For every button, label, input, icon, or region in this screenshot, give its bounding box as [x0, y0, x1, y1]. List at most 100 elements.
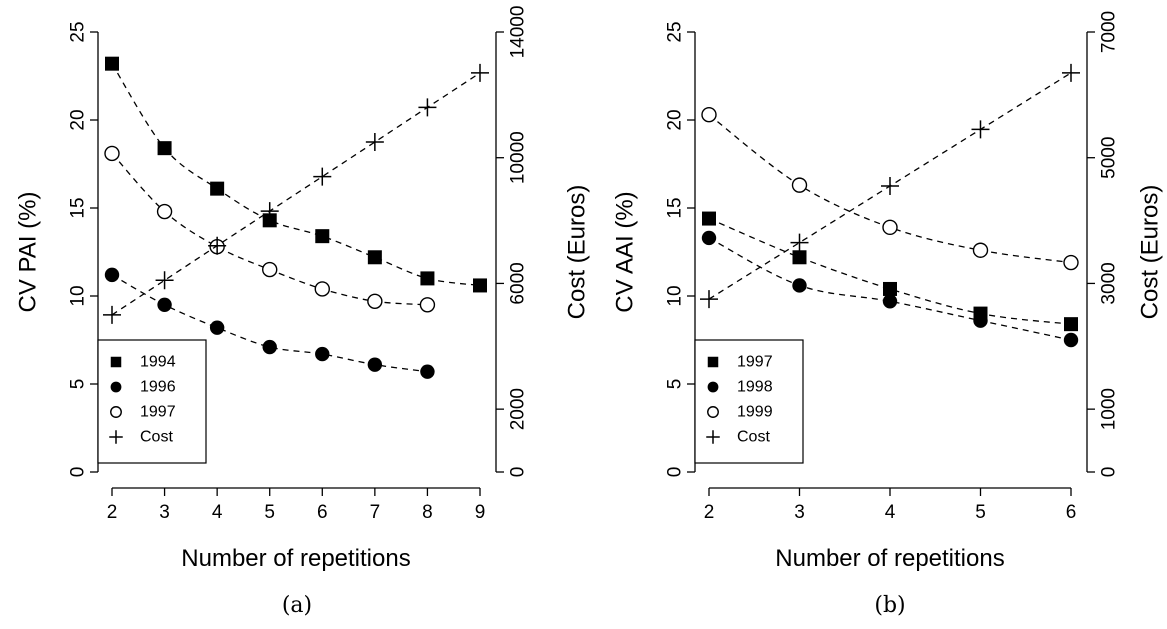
x-tick-label: 4	[212, 502, 223, 523]
panel-caption: (a)	[282, 593, 312, 618]
legend-marker	[110, 381, 122, 393]
legend-label: 1997	[737, 354, 773, 371]
data-point	[104, 145, 120, 162]
data-point	[418, 98, 437, 117]
data-point	[700, 290, 718, 309]
series-line	[111, 153, 428, 306]
data-point	[262, 339, 277, 355]
data-point	[367, 293, 383, 309]
data-point	[104, 267, 120, 283]
y-right-tick-label: 10000	[508, 131, 529, 184]
x-tick-label: 4	[885, 502, 896, 523]
data-point	[313, 167, 332, 186]
data-point	[156, 203, 173, 220]
data-point	[365, 133, 384, 151]
y-left-tick-label: 25	[665, 21, 686, 42]
series-cost	[700, 63, 1080, 309]
data-point	[314, 281, 330, 297]
data-point	[1063, 332, 1079, 348]
y-right-tick-label: 7000	[1099, 11, 1120, 53]
data-point	[971, 120, 990, 139]
data-point	[702, 211, 716, 226]
data-point	[882, 294, 898, 309]
x-tick-label: 6	[1066, 502, 1077, 523]
data-point	[315, 229, 330, 244]
y-left-tick-label: 25	[68, 21, 89, 42]
data-point	[209, 320, 225, 335]
series-line	[111, 63, 481, 287]
y-left-tick-label: 5	[665, 379, 686, 390]
y-left-tick-label: 15	[68, 197, 89, 218]
data-point	[881, 177, 899, 195]
data-point	[1062, 63, 1080, 82]
data-point	[792, 250, 807, 265]
x-tick-label: 5	[975, 502, 986, 523]
chart-panel-a: 2 3 4 5 6 7 8 9 Number of repetitions 0 5 10 15 20 25 C…	[15, 6, 591, 618]
y-left-tick-label: 15	[665, 197, 686, 218]
legend: 1997 1998 1999 Cost	[694, 339, 804, 464]
series-line	[708, 217, 1072, 325]
data-point	[882, 219, 898, 236]
y-left-tick-label: 10	[665, 285, 686, 306]
x-axis-title: Number of repetitions	[181, 545, 410, 572]
data-point	[157, 141, 172, 156]
x-tick-label: 2	[107, 502, 118, 523]
data-point	[420, 364, 435, 379]
data-point	[419, 297, 436, 313]
series-1994	[105, 56, 487, 293]
data-point	[208, 236, 227, 255]
x-tick-label: 6	[317, 502, 328, 523]
x-axis-title: Number of repetitions	[775, 545, 1004, 572]
legend-label: 1998	[737, 379, 773, 396]
legend-label: Cost	[737, 429, 770, 446]
series-cost	[103, 63, 489, 324]
data-point	[792, 278, 807, 293]
series-1998	[701, 230, 1079, 348]
y-left-tick-label: 10	[68, 285, 89, 306]
legend-marker	[110, 356, 122, 368]
y-right-tick-label: 6000	[508, 262, 529, 304]
y-left-tick-label: 0	[665, 467, 686, 478]
data-point	[972, 242, 989, 258]
data-point	[973, 313, 988, 328]
data-point	[473, 278, 487, 293]
series-1996	[104, 267, 435, 379]
data-point	[790, 233, 809, 252]
legend-marker	[707, 356, 719, 368]
data-point	[210, 181, 225, 196]
legend-label: Cost	[140, 429, 173, 446]
y-left-tick-label: 20	[665, 109, 686, 130]
y-right-tick-label: 0	[508, 467, 529, 478]
y-left-tick-label: 0	[68, 467, 89, 478]
data-point	[420, 271, 435, 286]
y-right-tick-label: 2000	[508, 388, 529, 430]
y-left-tick-label: 5	[68, 379, 89, 390]
legend-label: 1997	[140, 404, 176, 421]
legend-marker	[110, 406, 122, 418]
data-point	[367, 250, 382, 265]
data-point	[262, 261, 278, 278]
x-tick-label: 7	[370, 502, 381, 523]
chart-panel-b: 2 3 4 5 6 Number of repetitions 0 5 10 15 20 25 CV A…	[612, 11, 1164, 618]
x-tick-label: 3	[794, 502, 805, 523]
data-point	[103, 305, 121, 324]
data-point	[1064, 317, 1078, 332]
y-right-tick-label: 5000	[1099, 137, 1120, 179]
series-line	[111, 72, 481, 316]
data-point	[367, 357, 383, 372]
data-point	[262, 213, 277, 228]
legend-marker	[707, 381, 719, 393]
legend-marker	[706, 430, 720, 444]
y-left-tick-label: 20	[68, 109, 89, 130]
data-point	[157, 297, 172, 312]
y-right-tick-label: 1000	[1099, 388, 1120, 430]
data-point	[260, 202, 279, 221]
legend-marker	[707, 406, 719, 418]
y-right-tick-label: 0	[1099, 467, 1120, 478]
x-tick-label: 9	[475, 502, 486, 523]
data-point	[315, 346, 330, 362]
x-tick-label: 2	[704, 502, 715, 523]
y-right-tick-label: 3000	[1099, 262, 1120, 304]
y-right-axis-title: Cost (Euros)	[1137, 185, 1164, 320]
